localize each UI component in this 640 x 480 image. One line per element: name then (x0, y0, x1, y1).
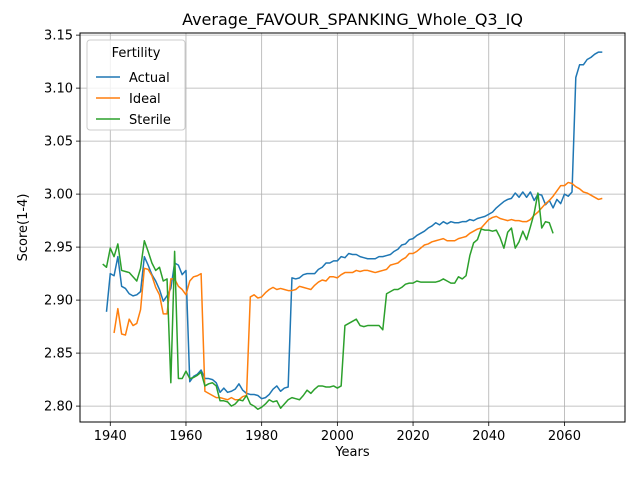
legend-label-sterile: Sterile (129, 113, 171, 128)
x-tick-label: 1940 (94, 429, 127, 444)
series-line-actual (105, 51, 603, 400)
chart-title: Average_FAVOUR_SPANKING_Whole_Q3_IQ (182, 10, 523, 30)
x-axis-title: Years (334, 445, 370, 460)
grid (80, 33, 625, 422)
legend-title: Fertility (112, 46, 161, 61)
legend: Fertility Actual Ideal Sterile (86, 39, 186, 131)
y-tick-label: 2.90 (44, 294, 73, 309)
y-tick-label: 2.95 (44, 241, 73, 256)
y-tick-label: 3.00 (44, 188, 73, 203)
x-tick-label: 2000 (321, 429, 354, 444)
plot-frame (79, 32, 626, 423)
y-axis-title: Score(1-4) (16, 194, 31, 262)
y-axis-ticks: 2.80 2.85 2.90 2.95 3.00 3.05 3.10 3.15 (44, 29, 80, 415)
x-axis-ticks: 1940 1960 1980 2000 2020 2040 2060 (94, 422, 581, 444)
y-tick-label: 3.05 (44, 135, 73, 150)
x-tick-label: 1980 (245, 429, 278, 444)
legend-label-ideal: Ideal (129, 92, 161, 107)
y-tick-label: 2.80 (44, 400, 73, 415)
x-tick-label: 2020 (397, 429, 430, 444)
series-line-sterile (102, 192, 554, 411)
y-tick-label: 2.85 (44, 347, 73, 362)
legend-label-actual: Actual (129, 71, 170, 86)
y-tick-label: 3.15 (44, 29, 73, 44)
series-lines (102, 51, 603, 411)
y-tick-label: 3.10 (44, 82, 73, 97)
x-tick-label: 2060 (548, 429, 581, 444)
legend-box (86, 39, 186, 131)
x-tick-label: 2040 (472, 429, 505, 444)
series-line-ideal (113, 181, 603, 401)
x-tick-label: 1960 (169, 429, 202, 444)
